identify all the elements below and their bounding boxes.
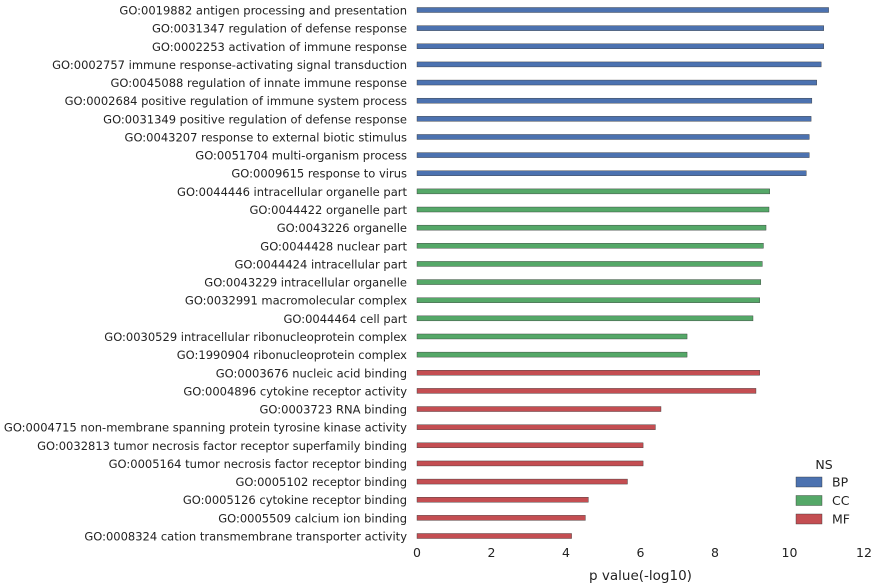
legend-label-cc: CC (832, 493, 850, 508)
bars-group (416, 7, 829, 539)
x-tick-label: 8 (711, 545, 719, 560)
category-label: GO:0008324 cation transmembrane transpor… (84, 530, 407, 544)
x-axis-label: p value(-log10) (589, 568, 692, 584)
category-label: GO:0043207 response to external biotic s… (125, 130, 407, 144)
category-label: GO:0003723 RNA binding (260, 403, 408, 417)
bar-mf (416, 515, 586, 521)
category-label: GO:0044422 organelle part (250, 203, 408, 217)
category-label: GO:0002253 activation of immune response (152, 40, 407, 54)
bar-cc (416, 297, 760, 303)
bar-bp (416, 43, 824, 49)
bar-mf (416, 406, 662, 412)
category-label: GO:0044446 intracellular organelle part (177, 185, 407, 199)
legend-swatch-bp (795, 476, 823, 488)
category-label: GO:0003676 nucleic acid binding (216, 366, 407, 380)
bar-cc (416, 206, 770, 213)
bar-bp (416, 7, 829, 13)
category-label: GO:0005164 tumor necrosis factor recepto… (109, 457, 407, 471)
category-label: GO:0044424 intracellular part (234, 257, 407, 271)
legend-label-bp: BP (832, 475, 849, 490)
x-tick-label: 4 (562, 545, 570, 560)
category-label: GO:0044428 nuclear part (260, 239, 407, 253)
category-label: GO:0005126 cytokine receptor binding (183, 493, 407, 507)
bar-mf (416, 533, 572, 539)
bar-cc (416, 351, 688, 358)
x-tick-label: 12 (856, 545, 872, 560)
bar-mf (416, 497, 589, 503)
legend-swatch-cc (795, 495, 823, 506)
x-tick-label: 10 (782, 545, 798, 560)
bar-cc (416, 315, 754, 322)
category-label: GO:0031347 regulation of defense respons… (152, 22, 407, 36)
category-label: GO:0031349 positive regulation of defens… (103, 112, 407, 126)
legend-title: NS (815, 457, 832, 472)
bar-cc (416, 243, 764, 249)
x-tick-label: 6 (637, 545, 645, 560)
category-label: GO:0032813 tumor necrosis factor recepto… (37, 439, 407, 453)
bar-cc (416, 224, 767, 231)
category-label: GO:0004896 cytokine receptor activity (183, 384, 407, 398)
category-label: GO:0030529 intracellular ribonucleoprote… (104, 330, 407, 344)
bar-bp (416, 97, 813, 104)
category-label: GO:0044464 cell part (283, 312, 407, 326)
category-label: GO:0002684 positive regulation of immune… (65, 94, 407, 108)
bar-cc (416, 333, 688, 340)
category-label: GO:0032991 macromolecular complex (185, 294, 407, 308)
category-label: GO:1990904 ribonucleoprotein complex (177, 348, 407, 362)
category-label: GO:0043229 intracellular organelle (204, 276, 407, 290)
category-label: GO:0005102 receptor binding (235, 475, 407, 489)
x-tick-label: 2 (488, 545, 496, 560)
bar-bp (416, 170, 807, 176)
category-label: GO:0004715 non-membrane spanning protein… (4, 421, 407, 435)
bar-bp (416, 116, 812, 122)
bar-bp (416, 61, 822, 68)
bar-bp (416, 25, 824, 31)
category-label: GO:0019882 antigen processing and presen… (119, 4, 407, 18)
bar-mf (416, 424, 656, 430)
legend-swatch-mf (795, 513, 823, 525)
category-label: GO:0005509 calcium ion binding (218, 511, 407, 525)
category-label: GO:0009615 response to virus (231, 167, 407, 181)
bar-bp (416, 134, 810, 140)
x-tick-labels-group: 0 2 4 6 8 10 12 (413, 545, 872, 560)
bar-bp (416, 79, 817, 86)
legend: NS BP CC MF (795, 457, 850, 527)
category-label: GO:0051704 multi-organism process (195, 149, 407, 163)
category-label: GO:0002757 immune response-activating si… (52, 58, 407, 72)
x-tick-label: 0 (413, 545, 421, 560)
bar-mf (416, 460, 644, 467)
bar-mf (416, 478, 628, 485)
category-label: GO:0045088 regulation of innate immune r… (110, 76, 407, 90)
bar-mf (416, 370, 760, 376)
bar-cc (416, 279, 762, 285)
legend-label-mf: MF (832, 512, 850, 527)
bar-cc (416, 261, 763, 267)
bar-bp (416, 152, 810, 158)
bar-cc (416, 188, 770, 195)
category-label: GO:0043226 organelle (277, 221, 407, 235)
bar-mf (416, 442, 644, 449)
category-labels-group: GO:0019882 antigen processing and presen… (4, 4, 408, 544)
bar-mf (416, 388, 757, 394)
